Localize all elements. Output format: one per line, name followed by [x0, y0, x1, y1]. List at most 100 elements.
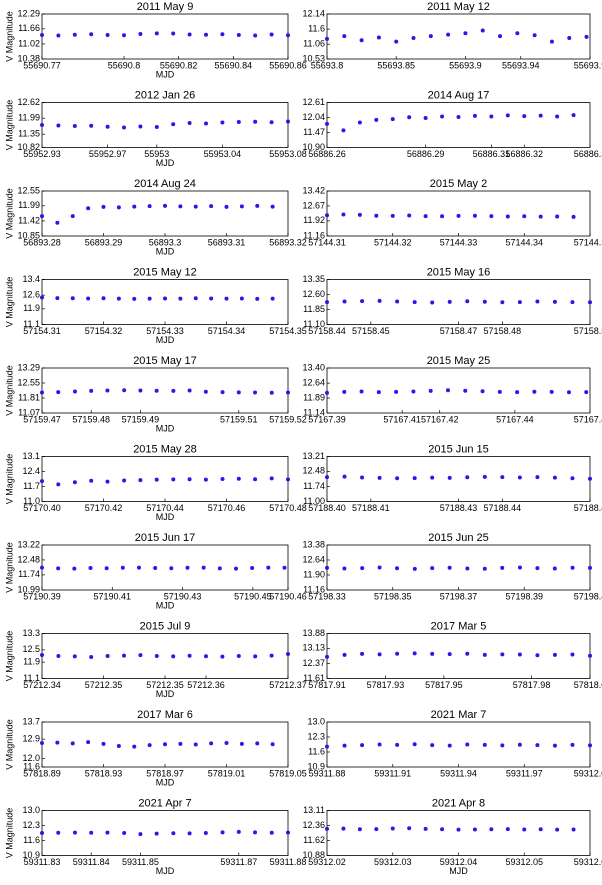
y-tick-label: 11.07 — [18, 407, 40, 417]
data-point — [423, 214, 428, 219]
data-point — [116, 744, 121, 748]
data-point — [549, 389, 554, 394]
y-tick-label: 11.1 — [23, 673, 40, 683]
data-point — [270, 742, 275, 747]
data-point — [255, 203, 260, 208]
data-point — [456, 114, 461, 119]
data-point — [269, 120, 274, 125]
data-point — [163, 742, 167, 747]
x-tick-label: 55690.8 — [108, 60, 141, 70]
data-point — [341, 826, 346, 831]
data-point — [253, 830, 258, 835]
data-point — [105, 479, 110, 484]
data-point — [535, 653, 540, 658]
data-point — [447, 652, 452, 657]
plot-frame — [326, 544, 591, 591]
data-point — [538, 827, 543, 832]
x-tick-label: 57167.4 — [574, 414, 602, 424]
data-point — [163, 296, 167, 301]
data-point — [440, 214, 445, 219]
x-tick-label: 57212.37 — [269, 680, 307, 690]
x-tick-label: 57159.49 — [122, 414, 160, 424]
data-point — [269, 476, 274, 481]
x-axis-label: MJD — [156, 69, 175, 79]
data-point — [325, 213, 329, 218]
data-point — [147, 296, 152, 301]
data-point — [236, 654, 241, 658]
y-tick-label: 11.0 — [23, 496, 40, 506]
y-tick-label: 11.06 — [303, 39, 325, 49]
data-point — [465, 299, 470, 304]
data-point — [374, 827, 379, 832]
x-tick-label: 57158.48 — [484, 326, 522, 336]
data-point — [224, 204, 229, 209]
x-tick-label: 57144.34 — [505, 237, 543, 247]
x-tick-label: 56893.3 — [149, 237, 182, 247]
data-point — [395, 299, 400, 304]
x-tick-label: 57190.46 — [269, 591, 307, 601]
x-tick-label: 56893.32 — [269, 237, 307, 247]
y-tick-label: 11.10 — [303, 319, 325, 329]
data-point — [250, 566, 255, 571]
data-point — [472, 113, 477, 118]
data-point — [447, 743, 452, 748]
x-tick-label: 55690.84 — [215, 60, 253, 70]
x-axis-label: MJD — [156, 600, 175, 610]
data-point — [209, 741, 214, 746]
x-tick-label: 57212.35 — [85, 680, 123, 690]
data-point — [489, 214, 494, 219]
x-tick-label: 59311.88 — [309, 768, 346, 778]
data-point — [588, 300, 592, 305]
x-tick-label: 56893.28 — [23, 237, 61, 247]
data-point — [555, 214, 560, 219]
data-point — [105, 388, 110, 393]
data-point — [411, 389, 416, 394]
x-tick-label: 59311.88 — [270, 857, 307, 867]
data-point — [187, 831, 192, 836]
data-point — [253, 119, 258, 124]
data-point — [480, 389, 485, 394]
x-tick-label: 55690.82 — [160, 60, 198, 70]
data-point — [500, 565, 505, 570]
data-point — [138, 388, 143, 393]
data-point — [500, 475, 505, 480]
data-point — [535, 566, 540, 571]
plot-frame — [326, 190, 591, 237]
x-tick-label: 56886.26 — [308, 149, 346, 159]
y-tick-label: 12.6 — [22, 290, 40, 300]
y-tick-label: 10.90 — [302, 142, 325, 152]
x-tick-label: 57154.31 — [23, 326, 61, 336]
y-tick-label: 11.16 — [303, 230, 325, 240]
data-point — [456, 827, 461, 832]
x-tick-label: 57167.44 — [496, 414, 534, 424]
data-point — [463, 31, 468, 36]
x-tick-label: 57818.0 — [574, 680, 602, 690]
x-tick-label: 59312.0 — [574, 768, 602, 778]
panel-title: 2021 Mar 7 — [431, 709, 487, 721]
x-axis-label: MJD — [156, 866, 175, 876]
data-point — [532, 389, 537, 394]
x-tick-label: 57144.31 — [308, 237, 346, 247]
data-point — [342, 474, 347, 479]
data-point — [55, 296, 60, 301]
y-tick-label: 11.92 — [303, 215, 325, 225]
data-point — [286, 651, 290, 656]
data-point — [72, 480, 77, 485]
data-point — [465, 475, 470, 480]
y-tick-label: 13.35 — [302, 274, 325, 284]
data-point — [253, 477, 258, 482]
x-tick-label: 57144.3 — [574, 237, 602, 247]
y-tick-label: 12.48 — [17, 554, 40, 564]
data-point — [325, 654, 329, 659]
panel-title: 2015 Jul 9 — [140, 620, 191, 632]
data-point — [217, 566, 222, 571]
data-point — [72, 830, 77, 835]
x-axis-label: MJD — [449, 866, 468, 876]
data-point — [440, 114, 445, 119]
data-point — [236, 390, 241, 395]
data-point — [342, 566, 347, 571]
data-point — [570, 565, 575, 570]
data-point — [482, 652, 487, 657]
panel-title: 2015 May 17 — [133, 355, 197, 367]
x-axis-label: MJD — [156, 777, 175, 787]
